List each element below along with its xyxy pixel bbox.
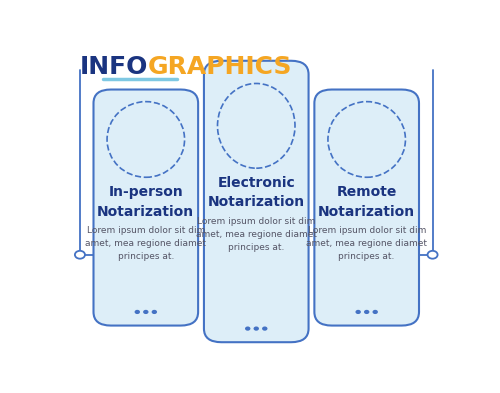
Circle shape <box>152 310 157 314</box>
Text: Notarization: Notarization <box>97 204 194 219</box>
FancyBboxPatch shape <box>314 90 419 325</box>
Circle shape <box>364 310 370 314</box>
Text: GRAPHICS: GRAPHICS <box>148 55 292 79</box>
Circle shape <box>143 310 148 314</box>
Text: Lorem ipsum dolor sit dim
amet, mea regione diamet
principes at.: Lorem ipsum dolor sit dim amet, mea regi… <box>196 217 317 252</box>
Text: Remote: Remote <box>336 185 397 199</box>
Circle shape <box>372 310 378 314</box>
FancyBboxPatch shape <box>204 61 308 342</box>
Circle shape <box>262 327 268 331</box>
Text: INFO: INFO <box>80 55 148 79</box>
Circle shape <box>356 310 361 314</box>
Circle shape <box>245 327 250 331</box>
Text: Lorem ipsum dolor sit dim
amet, mea regione diamet
principes at.: Lorem ipsum dolor sit dim amet, mea regi… <box>306 226 427 261</box>
Text: Lorem ipsum dolor sit dim
amet, mea regione diamet
principes at.: Lorem ipsum dolor sit dim amet, mea regi… <box>86 226 206 261</box>
Circle shape <box>254 327 259 331</box>
Circle shape <box>428 251 438 259</box>
Text: Notarization: Notarization <box>318 204 415 219</box>
Text: Electronic: Electronic <box>218 176 295 190</box>
FancyBboxPatch shape <box>94 90 198 325</box>
Text: Notarization: Notarization <box>208 195 305 209</box>
Circle shape <box>75 251 85 259</box>
Circle shape <box>134 310 140 314</box>
Text: In-person: In-person <box>108 185 183 199</box>
